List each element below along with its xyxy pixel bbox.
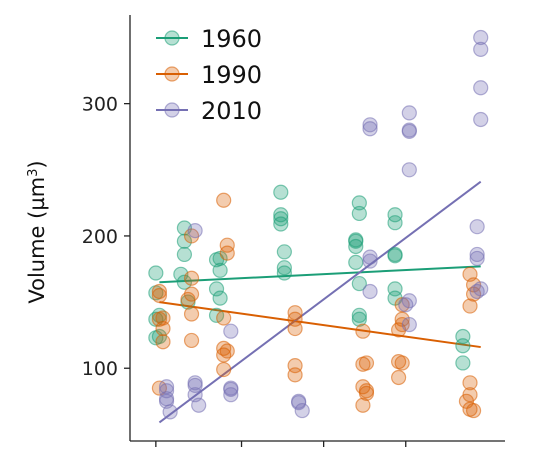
point-1990 — [355, 323, 371, 339]
point-2010 — [362, 121, 378, 137]
point-1990 — [183, 270, 200, 286]
point-1960 — [387, 215, 403, 231]
point-1960 — [276, 244, 292, 260]
y-tick-label: 100 — [82, 358, 118, 380]
point-2010 — [362, 117, 378, 133]
legend-marker-1990 — [164, 66, 180, 82]
point-1990 — [358, 385, 375, 401]
point-1990 — [216, 361, 232, 378]
point-1960 — [351, 205, 367, 222]
point-1990 — [183, 332, 200, 349]
point-2010 — [401, 123, 417, 140]
point-2010 — [223, 387, 239, 403]
point-1990 — [183, 306, 200, 322]
legend-label-1960: 1960 — [201, 25, 262, 53]
legend-item-1990: 1990 — [156, 61, 262, 89]
legend-item-2010: 2010 — [156, 97, 262, 125]
point-2010 — [469, 250, 485, 267]
point-1960 — [276, 265, 292, 281]
legend: 1960 1990 2010 — [156, 25, 262, 125]
point-1960 — [387, 248, 403, 264]
point-1990 — [355, 356, 371, 372]
point-1960 — [351, 275, 367, 292]
point-1960 — [348, 254, 364, 270]
point-1990 — [151, 283, 168, 300]
point-1990 — [216, 310, 232, 326]
y-axis-title: Volume (µm3) — [25, 160, 49, 303]
axes: 100 200 300 — [82, 15, 505, 447]
point-1990 — [219, 245, 235, 261]
point-1960 — [148, 265, 164, 281]
point-1990 — [465, 402, 482, 419]
point-1960 — [176, 274, 193, 290]
point-1990 — [216, 347, 232, 363]
point-1990 — [462, 375, 478, 391]
point-2010 — [469, 283, 485, 300]
point-2010 — [401, 316, 417, 333]
point-1990 — [462, 298, 478, 314]
point-2010 — [473, 80, 489, 96]
point-1960 — [273, 184, 289, 200]
point-1990 — [219, 237, 235, 253]
point-2010 — [469, 219, 485, 235]
point-1960 — [351, 195, 367, 211]
point-2010 — [401, 105, 417, 121]
point-2010 — [473, 111, 489, 128]
point-1990 — [287, 320, 303, 337]
point-1990 — [151, 287, 168, 304]
legend-label-1990: 1990 — [201, 61, 262, 89]
point-1990 — [287, 367, 303, 383]
point-1990 — [180, 291, 196, 308]
point-1990 — [216, 192, 232, 208]
point-1960 — [212, 290, 228, 306]
fit-lines-layer — [158, 180, 482, 424]
point-1990 — [391, 369, 407, 386]
point-2010 — [191, 397, 207, 413]
point-1960 — [348, 233, 364, 249]
points-layer — [148, 29, 489, 420]
point-2010 — [473, 29, 489, 46]
point-2010 — [294, 402, 310, 419]
fit-line-1990 — [159, 301, 481, 349]
point-2010 — [158, 383, 175, 399]
point-1960 — [351, 311, 367, 327]
point-1960 — [212, 262, 228, 278]
point-1960 — [176, 246, 193, 263]
point-2010 — [469, 246, 485, 263]
point-1960 — [208, 281, 225, 297]
fit-line-1960 — [159, 265, 481, 284]
point-2010 — [162, 404, 178, 420]
y-tick-label: 200 — [82, 226, 118, 248]
point-1990 — [155, 334, 171, 350]
point-1960 — [273, 211, 289, 227]
point-1960 — [348, 238, 364, 255]
point-2010 — [223, 381, 239, 398]
point-2010 — [223, 323, 239, 339]
point-1960 — [387, 207, 403, 223]
point-1990 — [355, 397, 371, 413]
point-2010 — [187, 223, 203, 239]
point-1990 — [394, 355, 410, 371]
point-1990 — [151, 311, 168, 327]
legend-item-1960: 1960 — [156, 25, 262, 53]
point-2010 — [398, 297, 414, 313]
point-2010 — [362, 283, 378, 300]
legend-marker-2010 — [164, 102, 180, 118]
fit-line-2010 — [158, 180, 482, 424]
point-2010 — [362, 253, 378, 269]
y-tick-label: 300 — [82, 94, 118, 116]
point-2010 — [362, 249, 378, 265]
point-1960 — [455, 338, 471, 354]
point-1960 — [351, 307, 367, 323]
legend-label-2010: 2010 — [201, 97, 262, 125]
point-1960 — [273, 216, 289, 232]
point-2010 — [401, 162, 417, 178]
point-2010 — [291, 395, 307, 411]
point-1960 — [455, 355, 471, 371]
point-1960 — [276, 260, 292, 276]
point-1990 — [155, 320, 171, 337]
legend-marker-1960 — [164, 30, 180, 46]
point-2010 — [473, 41, 489, 57]
